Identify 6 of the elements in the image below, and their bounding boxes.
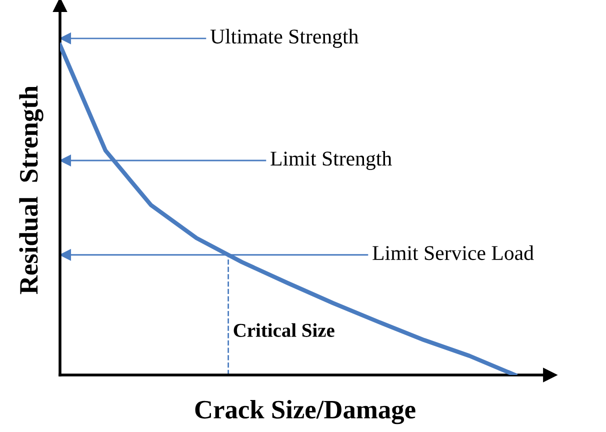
x-axis-title: Crack Size/Damage <box>195 400 416 424</box>
y-axis-title: Residual Strength <box>19 86 44 294</box>
ref-line-label: Limit Service Load <box>372 245 534 260</box>
ref-line-label: Ultimate Strength <box>210 28 358 48</box>
ref-line-label: Limit Strength <box>270 151 392 170</box>
annotation: Critical Size <box>234 323 334 337</box>
